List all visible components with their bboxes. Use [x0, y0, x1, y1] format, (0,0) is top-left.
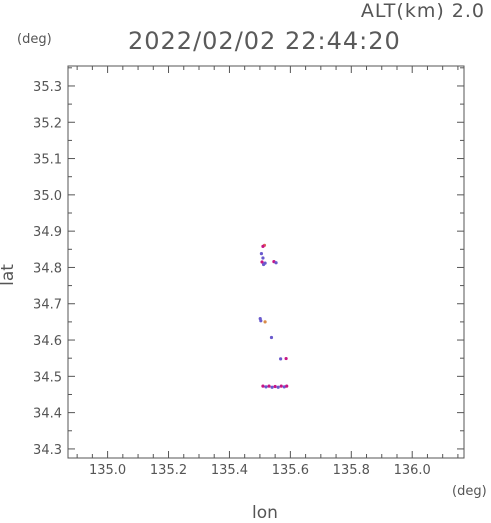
y-tick-label: 34.8 — [33, 261, 62, 276]
data-points — [258, 243, 289, 389]
x-axis-title: lon — [252, 503, 278, 523]
data-point — [279, 384, 283, 388]
x-axis-ticks: 135.0 135.2 135.4 135.6 135.8 136.0 — [76, 66, 459, 478]
data-point — [282, 385, 286, 389]
data-point — [264, 385, 268, 389]
data-point — [261, 244, 265, 248]
x-tick-label: 136.0 — [394, 463, 431, 478]
y-tick-label: 34.6 — [33, 334, 62, 349]
x-tick-label: 135.6 — [272, 463, 309, 478]
data-point — [259, 319, 263, 323]
timestamp-title: 2022/02/02 22:44:20 — [128, 27, 401, 55]
y-tick-label: 34.4 — [33, 407, 62, 422]
data-point — [260, 260, 264, 264]
y-tick-label: 35.3 — [33, 80, 62, 95]
x-tick-label: 135.0 — [89, 463, 126, 478]
data-point — [259, 252, 264, 256]
x-tick-label: 135.4 — [211, 463, 248, 478]
data-point — [267, 384, 271, 388]
x-axis-unit: (deg) — [452, 484, 487, 499]
altitude-label: ALT(km) 2.0 — [360, 0, 485, 22]
data-point — [284, 356, 288, 361]
y-tick-label: 34.9 — [33, 225, 62, 240]
data-point — [274, 261, 278, 265]
data-point — [285, 384, 289, 388]
data-point — [263, 320, 267, 324]
y-tick-label: 35.1 — [33, 153, 62, 168]
y-tick-label: 34.7 — [33, 298, 62, 313]
y-axis-ticks: 34.3 34.4 34.5 34.6 34.7 34.8 34.9 35.0 35.1 35.2… — [33, 67, 464, 458]
data-point — [279, 357, 283, 361]
data-point — [276, 385, 280, 389]
plot-frame — [67, 65, 465, 459]
data-point — [273, 384, 277, 389]
data-point — [270, 385, 274, 389]
data-point — [269, 335, 274, 340]
x-tick-label: 135.2 — [150, 463, 187, 478]
x-tick-label: 135.8 — [333, 463, 370, 478]
y-tick-label: 34.5 — [33, 370, 62, 385]
y-tick-label: 34.3 — [33, 443, 62, 458]
y-axis-unit: (deg) — [17, 32, 52, 47]
y-tick-label: 35.0 — [33, 189, 62, 204]
data-point — [261, 384, 265, 388]
y-tick-label: 35.2 — [33, 116, 62, 131]
data-point — [263, 261, 267, 265]
data-point — [261, 256, 265, 260]
